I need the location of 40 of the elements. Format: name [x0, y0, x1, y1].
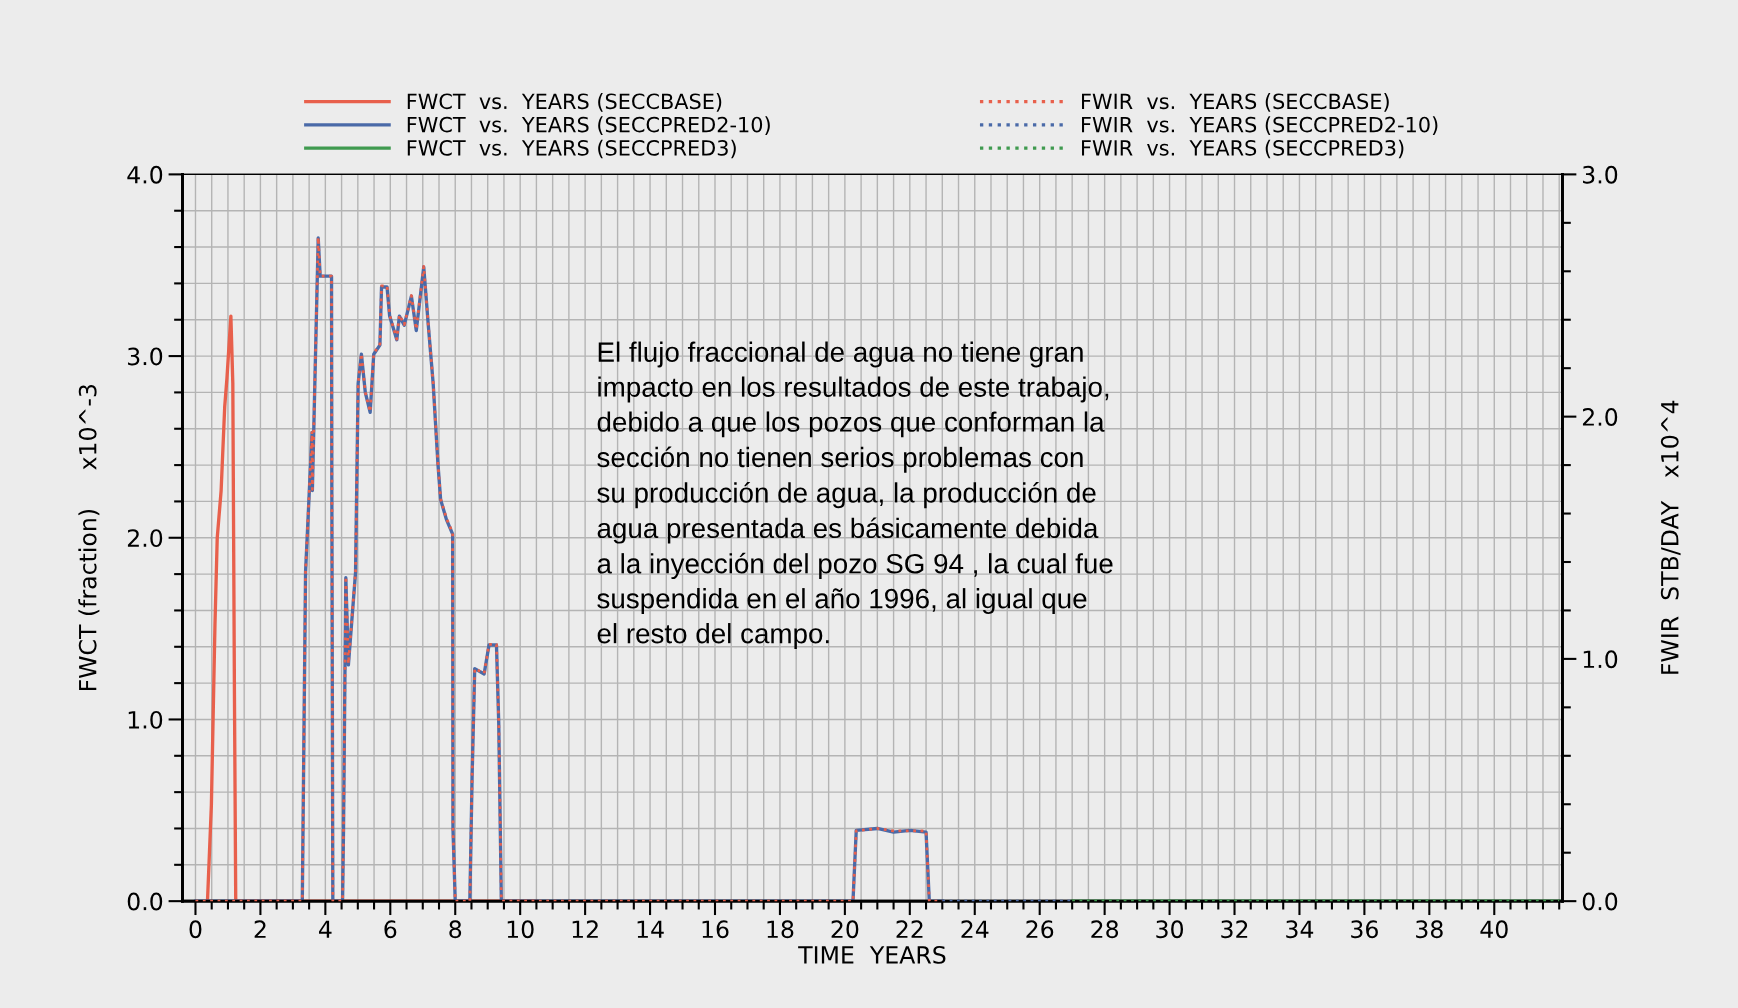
y-tick-label: 4.0 [127, 165, 163, 184]
x-tick-label: 36 [1351, 920, 1378, 939]
y-axis-title: FWCT (fraction) x10^-3 [78, 384, 100, 691]
x-axis-title: TIME YEARS [798, 945, 946, 964]
x-tick-label: 22 [896, 920, 923, 938]
x-tick-label: 16 [702, 920, 729, 939]
x-tick-label: 4 [319, 920, 332, 938]
y2-tick-label: 0.0 [1582, 892, 1618, 911]
x-tick-label: 12 [572, 920, 598, 938]
x-tick-label: 28 [1091, 920, 1119, 939]
y2-axis-title: FWIR STB/DAY x10^4 [1660, 400, 1681, 674]
x-tick-label: 18 [767, 920, 794, 939]
text: El flujo fraccional de agua no tiene gran impacto en los resultados de este trabajo, debido a que los pozos que conforman la sección no tienen serios problemas con su producción de agua, la producción de agua presentada es básicamente debida a la inyección del pozo SG 94 , la cual fue suspendida en el año 1996, al igual que el resto del campo. [597, 341, 1113, 649]
x-tick-label: 0 [189, 920, 202, 939]
x-tick-label: 8 [449, 920, 462, 939]
x-tick-label: 20 [831, 920, 859, 939]
legend-label: FWIR vs. YEARS (SECCPRED2-10) [1082, 116, 1438, 135]
x-tick-label: 32 [1221, 920, 1248, 939]
legend-label: FWIR vs. YEARS (SECCBASE) [1082, 93, 1389, 112]
y2-tick-label: 1.0 [1583, 650, 1618, 669]
y-tick-label: 3.0 [127, 347, 163, 366]
legend-label: FWCT vs. YEARS (SECCPRED3) [407, 139, 736, 159]
x-tick-label: 30 [1156, 920, 1184, 939]
y-tick-label: 2.0 [127, 529, 163, 548]
x-tick-label: 6 [384, 920, 397, 939]
x-tick-label: 14 [637, 920, 664, 938]
x-tick-label: 24 [961, 920, 989, 938]
x-tick-label: 34 [1286, 920, 1314, 939]
x-tick-label: 10 [507, 920, 534, 939]
x-tick-label: 26 [1026, 920, 1054, 939]
legend-label: FWCT vs. YEARS (SECCBASE) [407, 93, 722, 112]
legend-label: FWCT vs. YEARS (SECCPRED2-10) [407, 116, 770, 135]
x-tick-label: 2 [254, 920, 266, 938]
y-tick-label: 0.0 [127, 892, 163, 911]
y-tick-label: 1.0 [128, 710, 163, 729]
x-tick-label: 40 [1480, 920, 1508, 939]
y2-tick-label: 3.0 [1583, 165, 1618, 184]
y2-tick-label: 2.0 [1582, 408, 1618, 426]
x-tick-label: 38 [1416, 920, 1443, 939]
legend-label: FWIR vs. YEARS (SECCPRED3) [1082, 139, 1404, 159]
